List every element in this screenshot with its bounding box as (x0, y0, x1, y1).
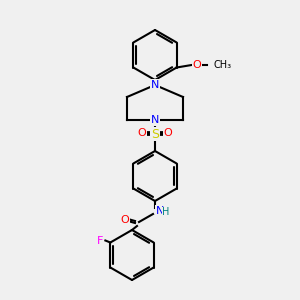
Text: S: S (151, 128, 159, 140)
Text: O: O (164, 128, 172, 138)
Text: O: O (138, 128, 146, 138)
Text: H: H (162, 207, 169, 217)
Text: N: N (151, 115, 159, 125)
Text: F: F (97, 236, 103, 245)
Text: O: O (121, 215, 129, 225)
Text: N: N (156, 206, 164, 216)
Text: CH₃: CH₃ (214, 59, 232, 70)
Text: N: N (151, 80, 159, 90)
Text: O: O (192, 59, 201, 70)
